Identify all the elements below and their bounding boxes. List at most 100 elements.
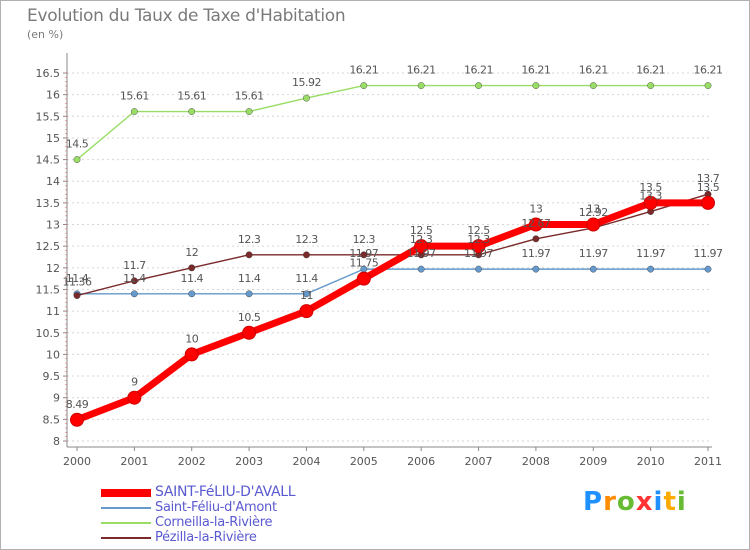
series-line-0 [76, 84, 709, 161]
data-label-s1-10: 11.97 [636, 247, 665, 260]
data-label-s2-5: 12.3 [353, 233, 376, 246]
data-label-s2-4: 12.3 [295, 233, 318, 246]
proxiti-logo: Proxiti [583, 487, 687, 517]
data-point-s3-8 [528, 217, 543, 232]
data-point-s0-2 [188, 108, 196, 115]
x-tick-label-2011: 2011 [694, 455, 722, 468]
data-point-s2-1 [130, 277, 138, 285]
x-tick-label-2004: 2004 [292, 455, 320, 468]
data-point-s0-7 [475, 82, 482, 89]
data-label-s0-3: 15.61 [235, 90, 264, 103]
data-label-s3-0: 8.49 [66, 398, 89, 411]
data-point-s0-4 [303, 94, 310, 102]
data-label-s2-10: 13.3 [639, 190, 662, 203]
data-point-s1-9 [589, 265, 597, 273]
data-label-s0-0: 14.5 [66, 138, 89, 151]
data-point-s0-3 [245, 108, 253, 115]
y-tick-label-2: 9 [53, 392, 60, 405]
y-tick-label-7: 11.5 [36, 283, 61, 296]
y-tick-label-16: 16 [46, 89, 60, 102]
x-tick-label-2007: 2007 [465, 455, 493, 468]
y-tick-label-11: 13.5 [36, 197, 61, 210]
legend-label-saint-feliu-d-amont: Saint-Féliu-d'Amont [155, 500, 277, 515]
data-label-s1-7: 11.97 [464, 247, 493, 260]
x-tick-label-2001: 2001 [120, 455, 148, 468]
logo-letter-2: o [616, 487, 636, 517]
data-label-s0-4: 15.92 [292, 76, 321, 89]
logo-letter-3: x [635, 487, 654, 517]
data-label-s3-9: 13 [587, 203, 600, 216]
data-point-s0-1 [130, 108, 138, 115]
data-point-s0-11 [704, 82, 712, 89]
data-label-s0-5: 16.21 [349, 64, 378, 77]
y-tick-label-0: 8 [53, 435, 60, 448]
data-point-s2-8 [532, 235, 540, 243]
y-tick-label-8: 12 [46, 262, 60, 275]
y-tick-label-12: 14 [46, 175, 60, 188]
logo-letter-0: P [583, 487, 604, 517]
data-label-s1-1: 11.4 [123, 272, 146, 285]
data-label-s0-10: 16.21 [636, 64, 665, 77]
logo-letter-6: i [676, 487, 687, 517]
data-point-s3-7 [471, 239, 486, 254]
logo-letter-4: i [653, 487, 664, 517]
data-point-s3-6 [414, 239, 429, 254]
data-label-s0-9: 16.21 [579, 64, 608, 77]
data-label-s3-3: 10.5 [238, 311, 261, 324]
x-tick-label-2008: 2008 [522, 455, 550, 468]
data-label-s3-10: 13.5 [639, 181, 662, 194]
data-point-s3-10 [643, 195, 658, 210]
legend-swatch-pezilla-la-riviere [101, 536, 151, 539]
y-tick-label-1: 8.5 [43, 413, 61, 426]
data-label-s3-2: 10 [185, 332, 198, 345]
data-point-s3-4 [299, 304, 314, 319]
data-label-s3-11: 13.5 [697, 181, 720, 194]
data-label-s3-5: 11.75 [349, 257, 378, 270]
data-label-s3-4: 11 [300, 289, 313, 302]
data-point-s3-5 [356, 271, 371, 286]
data-point-s1-1 [130, 290, 138, 298]
data-point-s2-2 [188, 264, 196, 272]
data-point-s0-0 [73, 156, 81, 163]
legend-swatch-saint-feliu-d-avall [101, 488, 151, 497]
data-point-s1-11 [704, 265, 712, 273]
data-point-s0-9 [589, 82, 597, 89]
series-line-1 [76, 268, 709, 295]
y-tick-label-4: 10 [46, 348, 60, 361]
data-point-s3-2 [184, 347, 199, 362]
data-point-s0-6 [417, 82, 425, 89]
data-point-s1-10 [647, 265, 655, 273]
chart-title: Evolution du Taux de Taxe d'Habitation [27, 6, 346, 26]
data-point-s1-4 [303, 290, 310, 298]
data-label-s2-6: 12.3 [410, 233, 433, 246]
x-tick-label-2003: 2003 [235, 455, 263, 468]
data-label-s1-9: 11.97 [579, 247, 608, 260]
data-label-s2-8: 12.67 [521, 217, 550, 230]
y-tick-label-5: 10.5 [36, 327, 61, 340]
y-tick-label-17: 16.5 [36, 67, 61, 80]
data-label-s3-7: 12.5 [467, 224, 490, 237]
data-point-s3-9 [586, 217, 601, 232]
x-tick-label-2000: 2000 [63, 455, 91, 468]
data-label-s0-7: 16.21 [464, 64, 493, 77]
data-label-s0-1: 15.61 [120, 90, 149, 103]
data-point-s2-3 [245, 251, 253, 259]
data-point-s1-8 [532, 265, 540, 273]
y-tick-label-9: 12.5 [36, 240, 61, 253]
x-tick-label-2002: 2002 [178, 455, 206, 468]
data-point-s1-6 [417, 265, 425, 273]
data-label-s0-11: 16.21 [694, 64, 723, 77]
data-label-s1-5: 11.97 [349, 247, 378, 260]
data-point-s2-4 [303, 251, 310, 259]
data-point-s0-10 [647, 82, 655, 89]
data-label-s1-2: 11.4 [180, 272, 203, 285]
data-point-s1-7 [475, 265, 482, 273]
data-label-s2-1: 11.7 [123, 259, 146, 272]
y-tick-label-6: 11 [46, 305, 60, 318]
data-label-s2-9: 12.92 [579, 206, 608, 219]
data-label-s1-8: 11.97 [521, 247, 550, 260]
series-line-3 [73, 199, 712, 424]
data-label-s3-8: 13 [529, 203, 542, 216]
